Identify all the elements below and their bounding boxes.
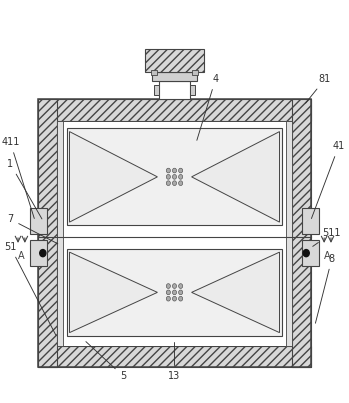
Circle shape: [179, 174, 183, 179]
Circle shape: [172, 174, 177, 179]
Text: 1: 1: [7, 159, 42, 219]
Circle shape: [179, 284, 183, 289]
Polygon shape: [152, 73, 197, 81]
Text: 7: 7: [7, 214, 58, 244]
Polygon shape: [302, 208, 319, 234]
Circle shape: [166, 296, 170, 301]
Polygon shape: [190, 85, 195, 95]
Text: 8: 8: [315, 254, 335, 323]
Text: 13: 13: [168, 343, 181, 381]
Polygon shape: [67, 249, 282, 336]
Text: A: A: [324, 251, 331, 261]
Circle shape: [179, 168, 183, 173]
Polygon shape: [292, 99, 311, 368]
Text: 4: 4: [197, 74, 218, 140]
Circle shape: [166, 284, 170, 289]
Polygon shape: [69, 252, 157, 332]
Circle shape: [172, 181, 177, 185]
Circle shape: [40, 249, 46, 257]
Circle shape: [172, 290, 177, 295]
Polygon shape: [38, 99, 57, 368]
Text: A: A: [18, 251, 25, 261]
Polygon shape: [192, 70, 199, 75]
Polygon shape: [38, 99, 311, 120]
Polygon shape: [192, 132, 280, 222]
Text: 41: 41: [311, 141, 345, 218]
Polygon shape: [30, 240, 47, 266]
Text: 411: 411: [1, 137, 34, 218]
Circle shape: [179, 290, 183, 295]
Circle shape: [172, 296, 177, 301]
Polygon shape: [38, 346, 311, 368]
Polygon shape: [302, 240, 319, 266]
Circle shape: [166, 290, 170, 295]
Polygon shape: [285, 120, 292, 346]
Text: 81: 81: [305, 74, 331, 103]
Polygon shape: [57, 120, 292, 346]
Circle shape: [179, 181, 183, 185]
Polygon shape: [159, 81, 190, 99]
Text: 51: 51: [4, 242, 56, 335]
Polygon shape: [57, 120, 63, 346]
Polygon shape: [30, 208, 47, 234]
Circle shape: [303, 249, 309, 257]
Polygon shape: [67, 129, 282, 225]
Text: 511: 511: [313, 228, 341, 246]
Polygon shape: [146, 49, 203, 73]
Polygon shape: [192, 252, 280, 332]
Polygon shape: [69, 132, 157, 222]
Circle shape: [172, 168, 177, 173]
Circle shape: [166, 181, 170, 185]
Polygon shape: [150, 70, 157, 75]
Text: 5: 5: [86, 342, 126, 381]
Circle shape: [179, 296, 183, 301]
Circle shape: [166, 174, 170, 179]
Circle shape: [172, 284, 177, 289]
Polygon shape: [154, 85, 159, 95]
Circle shape: [166, 168, 170, 173]
